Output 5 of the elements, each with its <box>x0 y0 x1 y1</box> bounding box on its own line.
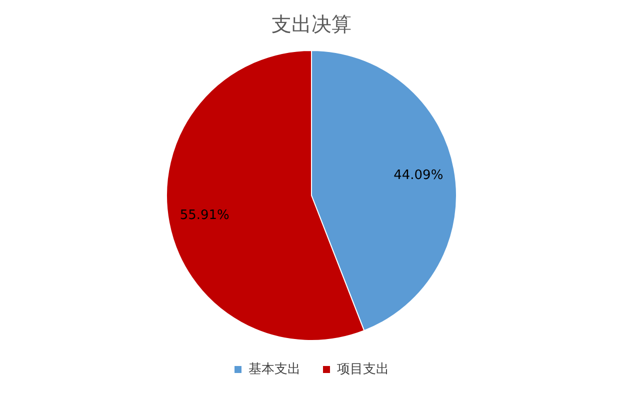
legend-label: 项目支出 <box>337 362 389 377</box>
data-label: 55.91% <box>180 208 230 223</box>
data-label: 44.09% <box>394 168 444 183</box>
legend-label: 基本支出 <box>248 362 300 377</box>
chart-title: 支出决算 <box>272 12 352 36</box>
